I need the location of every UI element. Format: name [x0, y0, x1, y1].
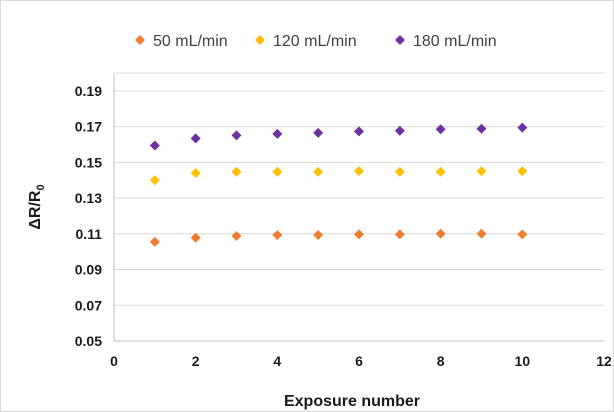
x-tick-label-4: 8 [437, 353, 445, 369]
x-tick-label-1: 2 [192, 353, 200, 369]
data-point-series-1-6 [394, 166, 405, 177]
y-tick-label-3: 0.11 [76, 226, 103, 242]
x-tick-label-2: 4 [273, 353, 281, 369]
data-point-series-0-1 [190, 232, 201, 243]
x-axis-title: Exposure number [284, 393, 420, 410]
legend-label-0: 50 mL/min [153, 33, 228, 50]
legend-label-1: 120 mL/min [273, 33, 357, 50]
data-point-series-1-3 [272, 166, 283, 177]
data-point-series-0-6 [394, 229, 405, 240]
data-point-series-0-7 [435, 228, 446, 239]
data-point-series-0-5 [354, 229, 364, 240]
data-point-series-2-6 [394, 125, 405, 136]
data-point-series-0-2 [231, 230, 242, 241]
data-point-series-0-9 [517, 229, 528, 240]
data-point-series-2-3 [272, 128, 283, 139]
data-point-series-0-3 [272, 230, 283, 241]
data-point-series-2-9 [517, 122, 528, 133]
y-tick-label-0: 0.05 [75, 333, 102, 349]
legend-marker-0 [135, 35, 145, 45]
y-axis-title-subscript: 0 [35, 184, 47, 190]
data-point-series-1-9 [517, 166, 528, 177]
y-tick-label-1: 0.07 [75, 297, 102, 313]
y-tick-label-2: 0.09 [75, 262, 102, 278]
data-point-series-2-2 [231, 130, 242, 141]
data-point-series-2-7 [435, 124, 446, 135]
data-point-series-1-5 [354, 166, 364, 177]
y-axis-title: ΔR/R0 [27, 184, 47, 229]
data-point-series-2-1 [190, 133, 201, 144]
y-tick-label-5: 0.15 [75, 154, 102, 170]
x-tick-label-3: 6 [355, 353, 363, 369]
x-tick-label-5: 10 [515, 353, 531, 369]
y-axis-title-main: ΔR/R [27, 190, 44, 230]
data-point-series-1-0 [149, 175, 160, 186]
x-tick-label-0: 0 [110, 353, 118, 369]
data-point-series-2-0 [149, 140, 160, 151]
data-point-series-2-5 [354, 126, 364, 137]
data-point-series-0-8 [476, 228, 487, 239]
data-point-series-1-8 [476, 166, 487, 177]
data-point-series-1-7 [435, 166, 446, 177]
legend-marker-2 [395, 35, 405, 45]
legend-label-2: 180 mL/min [413, 33, 497, 50]
data-point-series-0-4 [313, 230, 324, 241]
data-point-series-1-4 [313, 166, 324, 177]
y-tick-label-7: 0.19 [75, 83, 102, 99]
data-point-series-2-4 [313, 127, 324, 138]
legend-marker-1 [255, 35, 265, 45]
y-tick-label-4: 0.13 [75, 190, 102, 206]
data-point-series-1-2 [231, 166, 242, 177]
data-point-series-1-1 [190, 168, 201, 179]
data-point-series-2-8 [476, 123, 487, 134]
y-tick-label-6: 0.17 [75, 119, 102, 135]
x-tick-label-6: 12 [596, 353, 612, 369]
data-point-series-0-0 [149, 236, 160, 247]
